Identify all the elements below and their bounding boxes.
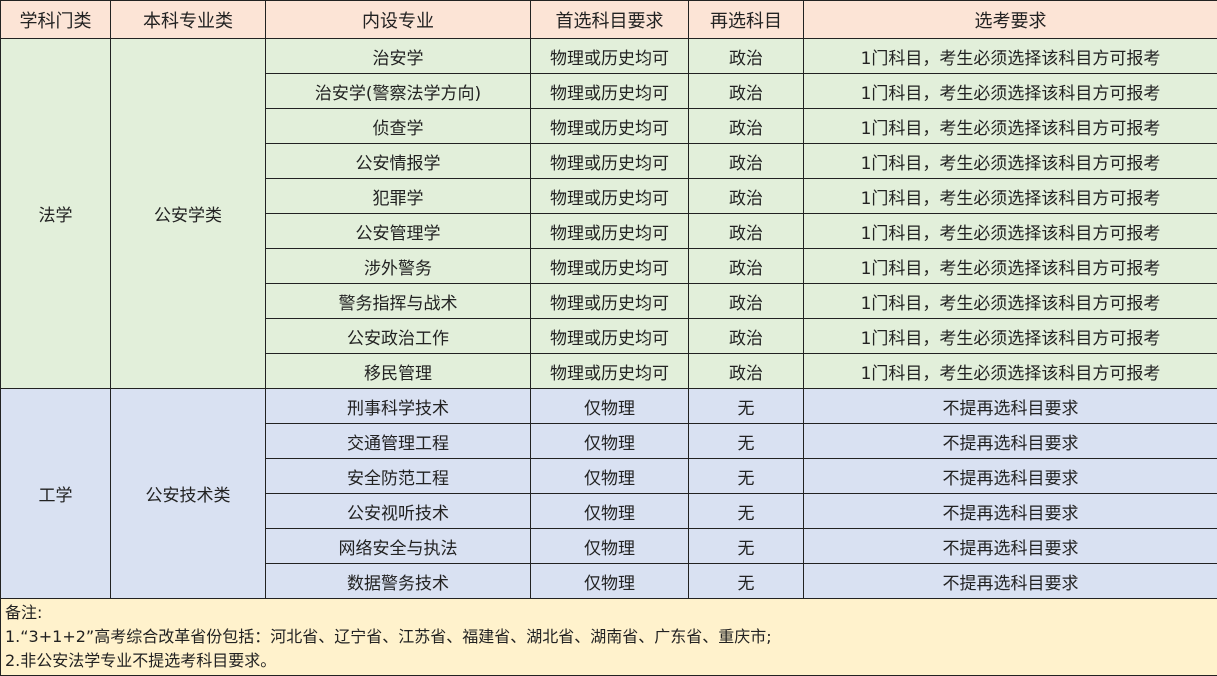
requirement-cell: 1门科目，考生必须选择该科目方可报考 [804,214,1217,249]
major-cell: 公安情报学 [266,144,531,179]
requirement-cell: 不提再选科目要求 [804,564,1217,599]
first-subject-cell: 物理或历史均可 [531,144,689,179]
requirement-cell: 1门科目，考生必须选择该科目方可报考 [804,144,1217,179]
requirement-cell: 不提再选科目要求 [804,494,1217,529]
first-subject-cell: 仅物理 [531,564,689,599]
column-header: 本科专业类 [111,1,266,39]
requirement-cell: 1门科目，考生必须选择该科目方可报考 [804,179,1217,214]
second-subject-cell: 无 [689,459,804,494]
requirement-cell: 1门科目，考生必须选择该科目方可报考 [804,39,1217,74]
first-subject-cell: 物理或历史均可 [531,179,689,214]
first-subject-cell: 物理或历史均可 [531,319,689,354]
first-subject-cell: 物理或历史均可 [531,39,689,74]
major-cell: 数据警务技术 [266,564,531,599]
major-cell: 侦查学 [266,109,531,144]
major-cell: 移民管理 [266,354,531,389]
first-subject-cell: 仅物理 [531,459,689,494]
first-subject-cell: 物理或历史均可 [531,214,689,249]
second-subject-cell: 无 [689,424,804,459]
first-subject-cell: 仅物理 [531,529,689,564]
major-cell: 安全防范工程 [266,459,531,494]
second-subject-cell: 无 [689,564,804,599]
major-cell: 交通管理工程 [266,424,531,459]
requirement-cell: 1门科目，考生必须选择该科目方可报考 [804,284,1217,319]
column-header: 内设专业 [266,1,531,39]
second-subject-cell: 政治 [689,144,804,179]
first-subject-cell: 仅物理 [531,494,689,529]
second-subject-cell: 政治 [689,354,804,389]
first-subject-cell: 仅物理 [531,389,689,424]
second-subject-cell: 政治 [689,284,804,319]
first-subject-cell: 物理或历史均可 [531,354,689,389]
second-subject-cell: 政治 [689,179,804,214]
second-subject-cell: 无 [689,389,804,424]
first-subject-cell: 物理或历史均可 [531,249,689,284]
table-row: 工学公安技术类刑事科学技术仅物理无不提再选科目要求 [1,389,1217,424]
column-header: 再选科目 [689,1,804,39]
discipline-cell: 法学 [1,39,111,389]
requirement-cell: 1门科目，考生必须选择该科目方可报考 [804,109,1217,144]
requirement-cell: 不提再选科目要求 [804,424,1217,459]
second-subject-cell: 无 [689,529,804,564]
second-subject-cell: 政治 [689,319,804,354]
second-subject-cell: 政治 [689,74,804,109]
note-line: 备注: [5,601,1213,625]
column-header: 学科门类 [1,1,111,39]
column-header: 首选科目要求 [531,1,689,39]
second-subject-cell: 政治 [689,39,804,74]
category-cell: 公安学类 [111,39,266,389]
second-subject-cell: 政治 [689,109,804,144]
notes-cell: 备注:1.“3+1+2”高考综合改革省份包括：河北省、辽宁省、江苏省、福建省、湖… [1,599,1217,676]
major-cell: 警务指挥与战术 [266,284,531,319]
major-cell: 治安学(警察法学方向) [266,74,531,109]
category-cell: 公安技术类 [111,389,266,599]
requirement-cell: 1门科目，考生必须选择该科目方可报考 [804,249,1217,284]
first-subject-cell: 物理或历史均可 [531,109,689,144]
column-header: 选考要求 [804,1,1217,39]
header-row: 学科门类本科专业类内设专业首选科目要求再选科目选考要求 [1,1,1217,39]
major-cell: 公安管理学 [266,214,531,249]
note-line: 1.“3+1+2”高考综合改革省份包括：河北省、辽宁省、江苏省、福建省、湖北省、… [5,625,1213,649]
requirement-cell: 1门科目，考生必须选择该科目方可报考 [804,74,1217,109]
first-subject-cell: 仅物理 [531,424,689,459]
requirement-cell: 1门科目，考生必须选择该科目方可报考 [804,354,1217,389]
requirement-cell: 不提再选科目要求 [804,389,1217,424]
first-subject-cell: 物理或历史均可 [531,74,689,109]
major-cell: 公安视听技术 [266,494,531,529]
major-cell: 刑事科学技术 [266,389,531,424]
major-cell: 公安政治工作 [266,319,531,354]
requirement-cell: 1门科目，考生必须选择该科目方可报考 [804,319,1217,354]
note-line: 2.非公安法学专业不提选考科目要求。 [5,649,1213,673]
second-subject-cell: 无 [689,494,804,529]
discipline-cell: 工学 [1,389,111,599]
major-cell: 涉外警务 [266,249,531,284]
major-cell: 犯罪学 [266,179,531,214]
major-cell: 治安学 [266,39,531,74]
major-cell: 网络安全与执法 [266,529,531,564]
first-subject-cell: 物理或历史均可 [531,284,689,319]
requirement-cell: 不提再选科目要求 [804,459,1217,494]
requirement-cell: 不提再选科目要求 [804,529,1217,564]
second-subject-cell: 政治 [689,249,804,284]
second-subject-cell: 政治 [689,214,804,249]
